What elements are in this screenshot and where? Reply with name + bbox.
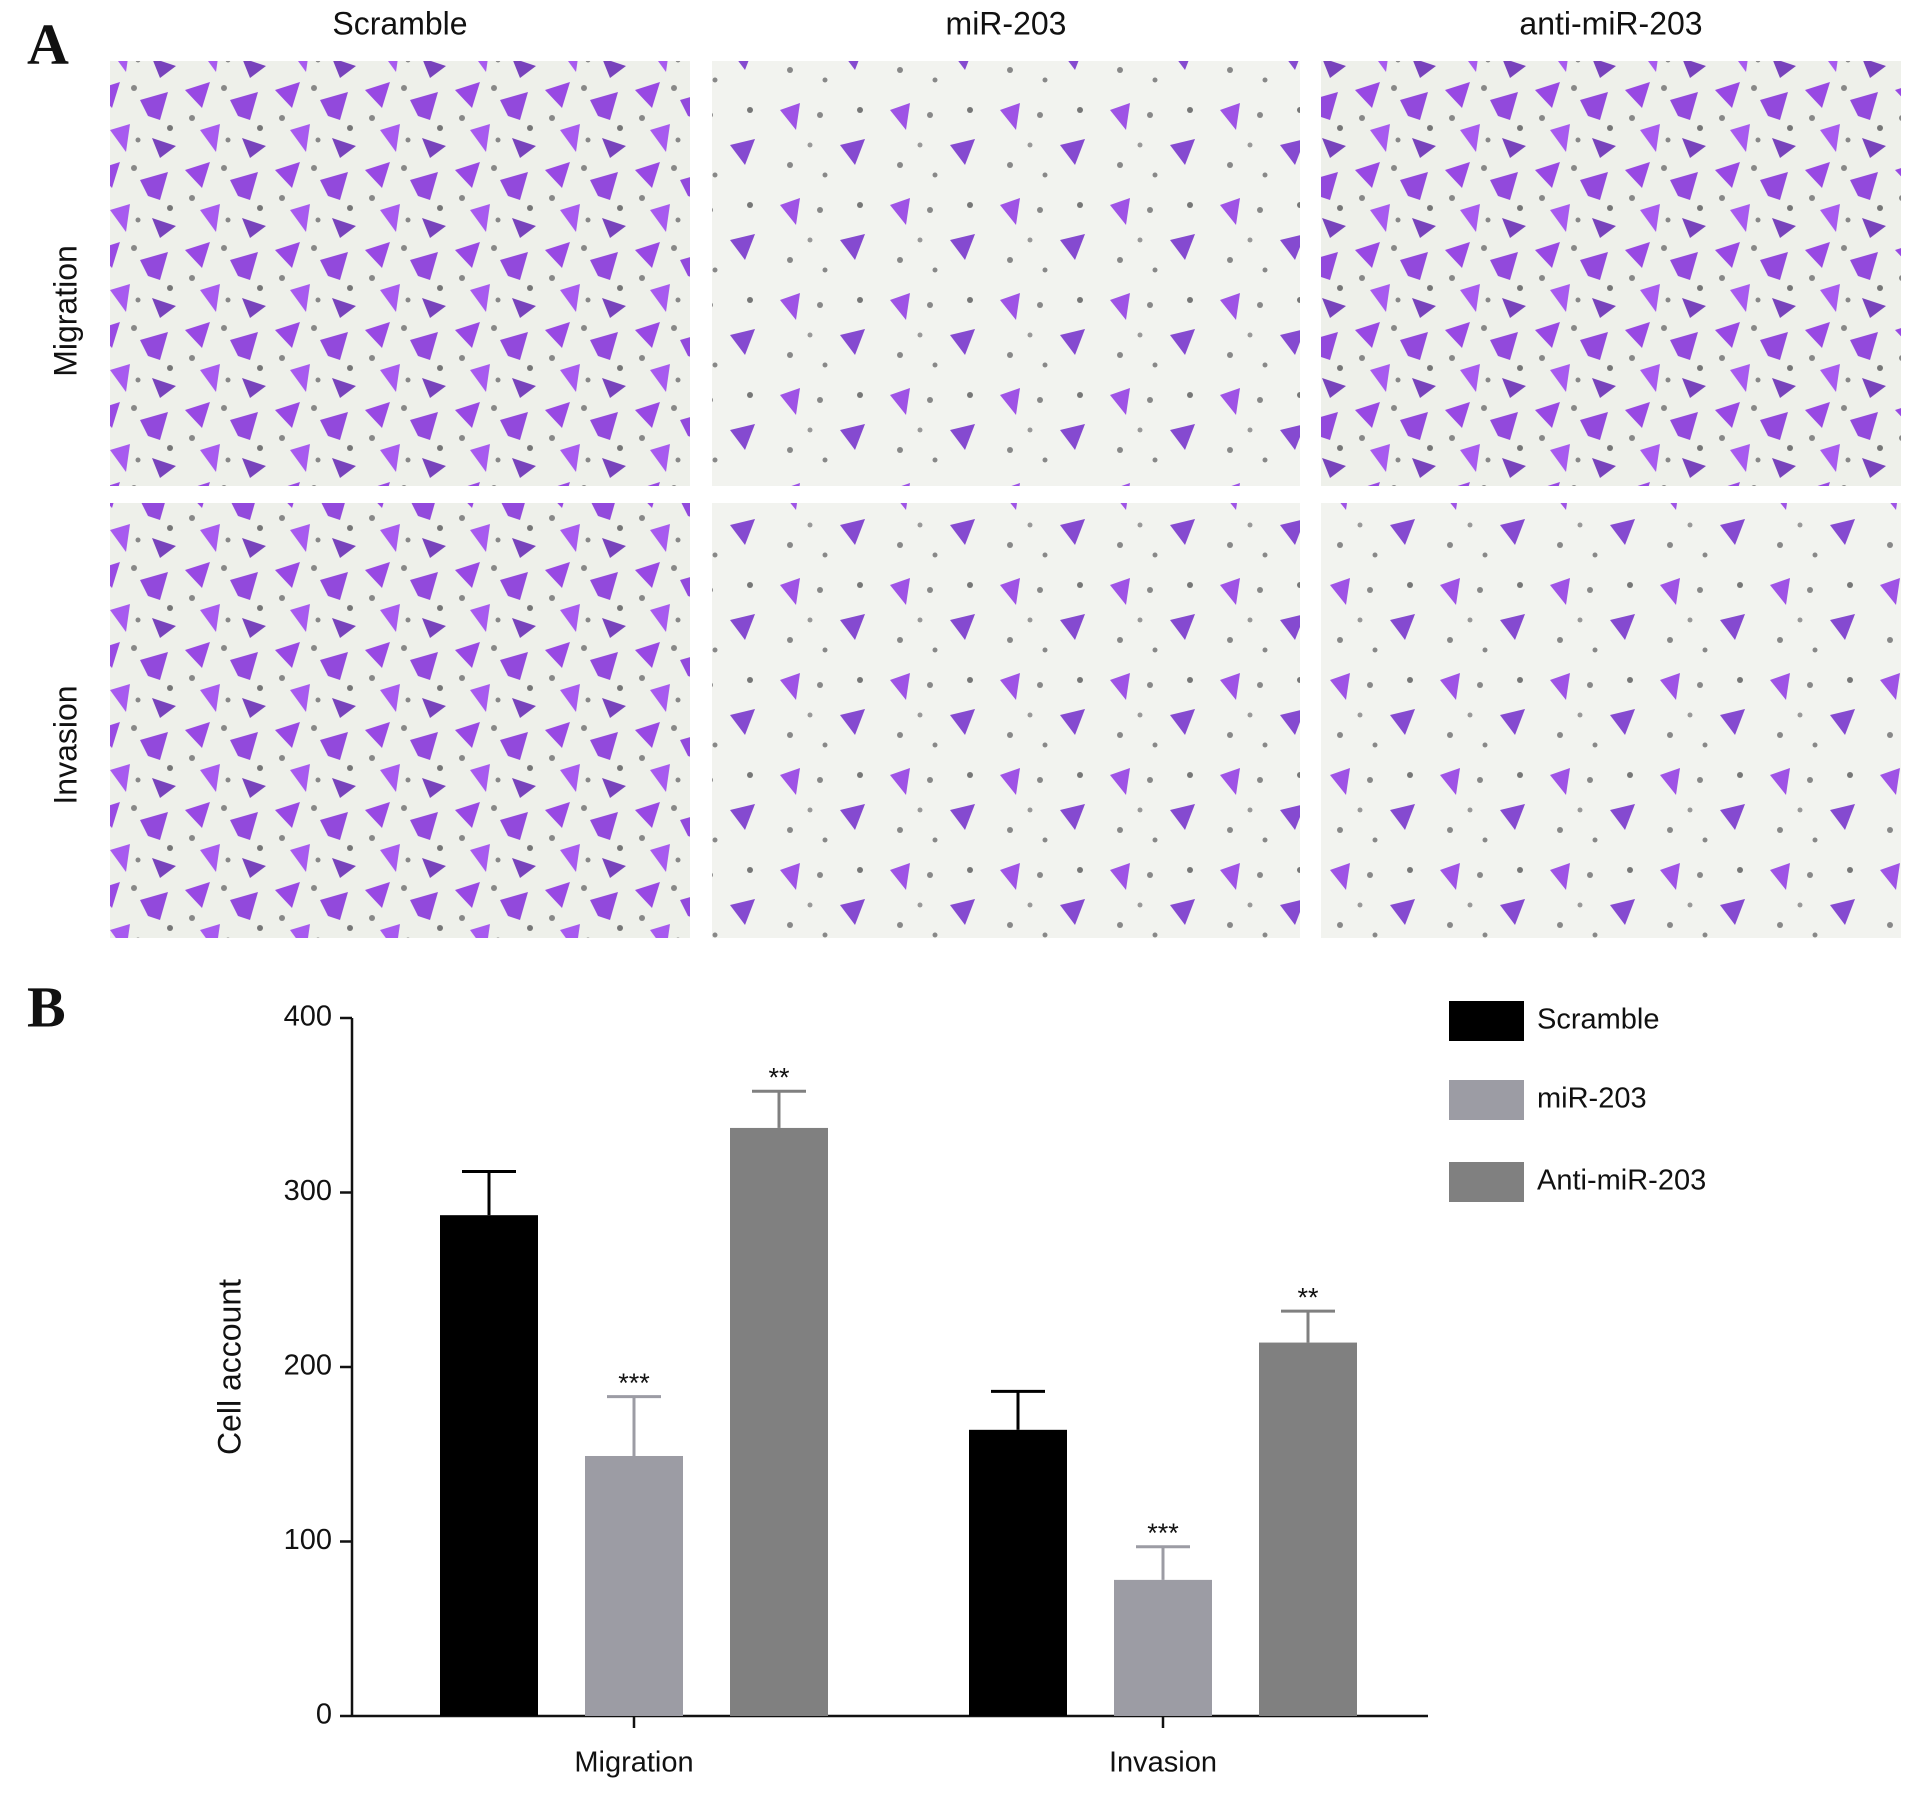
y-tick-label: 200: [284, 1350, 332, 1382]
legend-swatch: [1449, 1080, 1524, 1120]
legend-label: Scramble: [1537, 1004, 1660, 1036]
significance: **: [1297, 1282, 1319, 1312]
micrograph: [110, 503, 690, 938]
bar: [730, 1127, 828, 1716]
micrograph: [712, 503, 1300, 938]
y-axis-label: Cell account: [211, 1279, 247, 1455]
y-tick-label: 100: [284, 1524, 332, 1556]
row-header: Invasion: [47, 685, 83, 804]
legend-label: miR-203: [1537, 1083, 1647, 1115]
y-tick-label: 0: [316, 1699, 332, 1731]
micrograph: [1321, 503, 1901, 938]
significance: ***: [1147, 1518, 1179, 1548]
x-tick-label: Invasion: [1109, 1747, 1217, 1779]
row-header: Migration: [47, 245, 83, 377]
panel-label: A: [27, 11, 69, 76]
micrograph: [1321, 61, 1901, 486]
micrograph: [110, 61, 690, 486]
x-tick-label: Migration: [574, 1747, 693, 1779]
column-header: Scramble: [332, 5, 467, 41]
significance: ***: [618, 1368, 650, 1398]
bar: [440, 1215, 538, 1716]
column-header: anti-miR-203: [1519, 5, 1702, 41]
bar: [1259, 1342, 1357, 1716]
legend-swatch: [1449, 1001, 1524, 1041]
legend-label: Anti-miR-203: [1537, 1165, 1706, 1197]
significance: **: [768, 1062, 790, 1092]
legend-swatch: [1449, 1162, 1524, 1202]
y-tick-label: 300: [284, 1175, 332, 1207]
column-header: miR-203: [946, 5, 1067, 41]
bar: [969, 1429, 1067, 1716]
micrograph: [712, 61, 1300, 486]
y-tick-label: 400: [284, 1001, 332, 1033]
panel-label: B: [27, 974, 66, 1039]
bar: [585, 1455, 683, 1716]
bar: [1114, 1579, 1212, 1716]
